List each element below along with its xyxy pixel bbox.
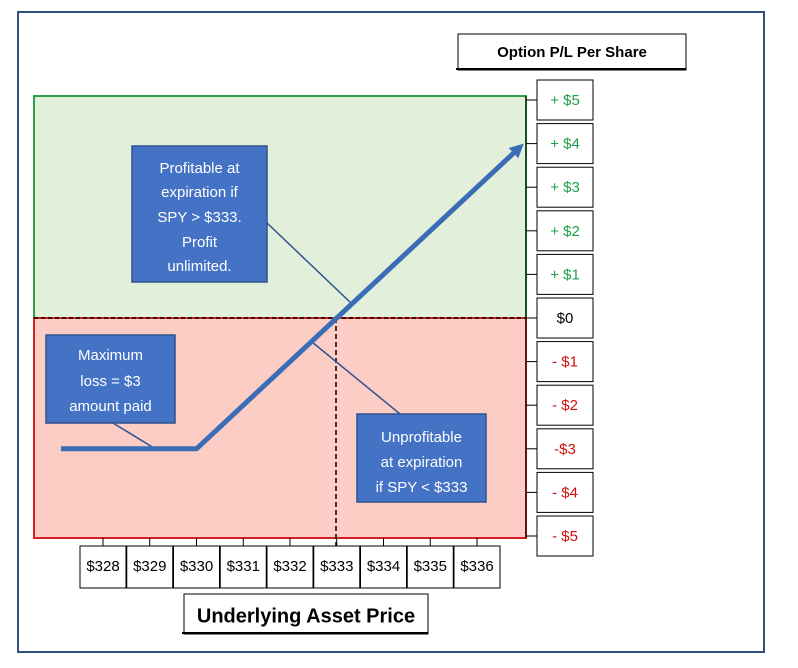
profit-callout-line: Profitable at bbox=[159, 160, 240, 177]
y-label-box bbox=[536, 471, 594, 513]
x-label-box bbox=[173, 545, 220, 589]
x-tick-group: $336 bbox=[453, 538, 501, 589]
y-label-box bbox=[536, 166, 594, 208]
y-tick-group: + $1 bbox=[526, 253, 594, 295]
max-loss-callout-connector bbox=[107, 419, 155, 449]
y-label-box bbox=[536, 297, 594, 339]
max-loss-callout: Maximum loss = $3 amount paid bbox=[45, 334, 176, 424]
profit-callout-connector bbox=[265, 221, 353, 305]
x-label-box bbox=[360, 545, 407, 589]
y-label-box bbox=[536, 210, 594, 252]
max-loss-callout-line: Maximum bbox=[78, 347, 143, 364]
profit-callout-line: Profit bbox=[182, 234, 218, 251]
y-label-box bbox=[536, 428, 594, 470]
x-label-box bbox=[219, 545, 267, 589]
y-tick-label: + $4 bbox=[550, 136, 580, 153]
y-tick-group: - $4 bbox=[526, 471, 594, 513]
y-tick-group: + $4 bbox=[526, 123, 594, 165]
max-loss-callout-line: loss = $3 bbox=[80, 373, 140, 390]
x-tick-label: $335 bbox=[414, 558, 447, 575]
x-tick-group: $333 bbox=[313, 538, 361, 589]
x-label-box bbox=[453, 545, 501, 589]
y-tick-label: -$3 bbox=[554, 441, 576, 458]
y-tick-label: - $4 bbox=[552, 484, 578, 501]
y-tick-label: + $2 bbox=[550, 223, 580, 240]
x-tick-label: $329 bbox=[133, 558, 166, 575]
unprofitable-callout-connector bbox=[311, 341, 401, 415]
profit-callout: Profitable at expiration if SPY > $333. … bbox=[131, 145, 268, 283]
chart-title-box: Option P/L Per Share bbox=[456, 33, 687, 71]
payoff-arrow-head bbox=[508, 143, 524, 159]
y-tick-group: - $1 bbox=[526, 341, 594, 383]
x-tick-group: $329 bbox=[126, 538, 174, 589]
x-tick-group: $330 bbox=[173, 538, 220, 589]
x-label-box bbox=[406, 545, 454, 589]
profit-zone bbox=[33, 95, 527, 319]
x-tick-label: $334 bbox=[367, 558, 400, 575]
x-tick-label: $332 bbox=[273, 558, 306, 575]
payoff-line bbox=[60, 149, 517, 452]
y-tick-label: - $2 bbox=[552, 397, 578, 414]
y-tick-group: + $2 bbox=[526, 210, 594, 252]
y-label-box bbox=[536, 79, 594, 121]
x-label-box bbox=[126, 545, 174, 589]
profit-callout-line: unlimited. bbox=[167, 258, 231, 275]
y-label-box bbox=[536, 341, 594, 383]
unprofitable-callout-line: at expiration bbox=[381, 454, 463, 471]
y-tick-label: $0 bbox=[557, 310, 574, 327]
x-tick-label: $336 bbox=[460, 558, 493, 575]
unprofitable-callout-line: Unprofitable bbox=[381, 429, 462, 446]
chart-title: Option P/L Per Share bbox=[497, 44, 647, 61]
x-tick-group: $328 bbox=[79, 538, 127, 589]
x-label-box bbox=[266, 545, 314, 589]
axis-title: Underlying Asset Price bbox=[197, 605, 415, 627]
unprofitable-callout-line: if SPY < $333 bbox=[376, 479, 468, 496]
y-tick-group: -$3 bbox=[526, 428, 594, 470]
y-tick-label: - $5 bbox=[552, 528, 578, 545]
y-label-box bbox=[536, 384, 594, 426]
x-tick-group: $334 bbox=[360, 538, 407, 589]
x-axis: $328 $329 $330 $331 $332 $333 $334 $335 $336 bbox=[79, 538, 501, 589]
x-tick-label: $328 bbox=[86, 558, 119, 575]
y-axis: + $5 + $4 + $3 + $2 + $1 $0 - $1 - $2 -$3 - $4 - $… bbox=[525, 79, 594, 557]
diagram-frame bbox=[17, 11, 765, 653]
x-tick-group: $335 bbox=[406, 538, 454, 589]
y-label-box bbox=[536, 253, 594, 295]
x-label-box bbox=[79, 545, 127, 589]
x-tick-group: $332 bbox=[266, 538, 314, 589]
y-tick-label: + $1 bbox=[550, 266, 580, 283]
y-label-box bbox=[536, 123, 594, 165]
y-tick-group: $0 bbox=[526, 297, 594, 339]
profit-callout-line: SPY > $333. bbox=[157, 209, 241, 226]
y-tick-label: + $3 bbox=[550, 179, 580, 196]
x-label-box bbox=[313, 545, 361, 589]
max-loss-callout-line: amount paid bbox=[69, 398, 152, 415]
unprofitable-callout: Unprofitable at expiration if SPY < $333 bbox=[356, 413, 487, 503]
profit-callout-line: expiration if bbox=[161, 184, 239, 201]
y-label-box bbox=[536, 515, 594, 557]
y-tick-group: - $5 bbox=[526, 515, 594, 557]
x-tick-group: $331 bbox=[219, 538, 267, 589]
x-tick-label: $330 bbox=[180, 558, 213, 575]
y-tick-group: - $2 bbox=[526, 384, 594, 426]
y-tick-label: - $1 bbox=[552, 354, 578, 371]
y-tick-group: + $3 bbox=[526, 166, 594, 208]
x-tick-label: $333 bbox=[320, 558, 353, 575]
y-tick-group: + $5 bbox=[526, 79, 594, 121]
axis-title-box: Underlying Asset Price bbox=[182, 593, 429, 635]
x-tick-label: $331 bbox=[227, 558, 260, 575]
y-tick-label: + $5 bbox=[550, 92, 580, 109]
